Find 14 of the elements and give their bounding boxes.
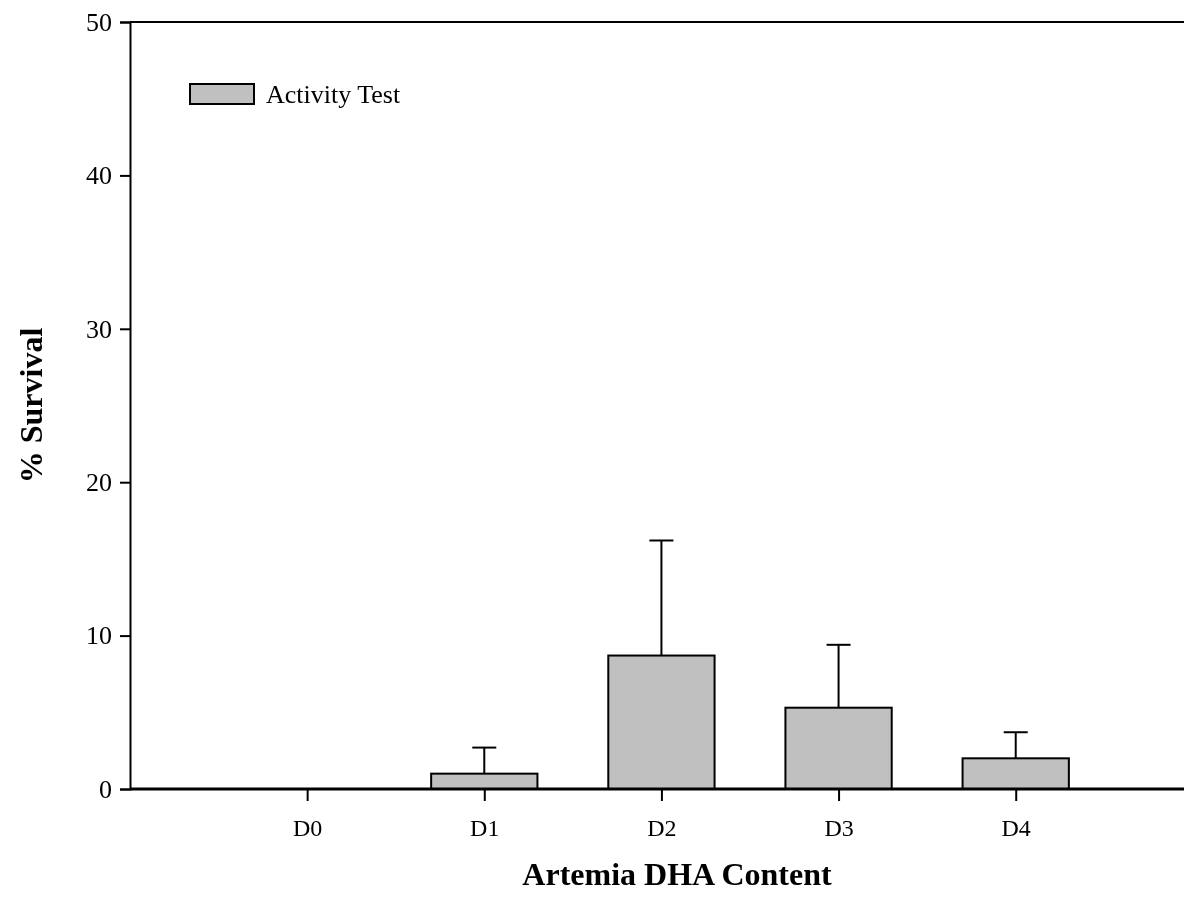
x-tick-label: D0 — [292, 815, 323, 842]
y-tick-label: 40 — [86, 161, 112, 191]
x-axis-title: Artemia DHA Content — [522, 856, 832, 892]
x-tick-label: D1 — [470, 815, 500, 842]
y-axis-title: % Survival — [13, 327, 49, 484]
x-tick-label: D4 — [1001, 815, 1031, 842]
y-tick-label: 0 — [99, 774, 112, 804]
legend-label: Activity Test — [266, 80, 401, 109]
x-tick-label: D2 — [647, 815, 677, 842]
y-tick-label: 20 — [86, 468, 112, 498]
x-tick-label: D3 — [824, 815, 854, 842]
y-tick-label: 10 — [86, 621, 112, 651]
y-tick-label: 50 — [86, 7, 112, 37]
y-tick-label: 30 — [86, 314, 112, 344]
